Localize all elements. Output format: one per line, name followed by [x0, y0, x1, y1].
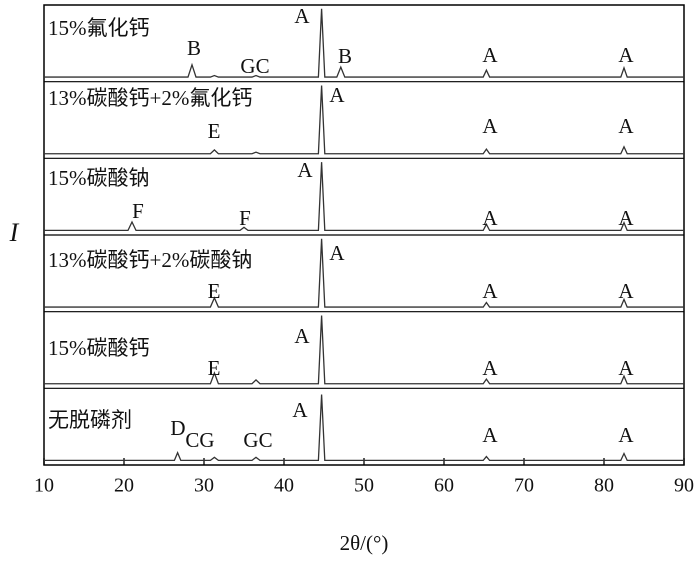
- peak-label: B: [187, 36, 201, 60]
- x-tick-label: 20: [114, 475, 134, 497]
- peak-label: CG: [185, 428, 214, 452]
- peak-label: A: [618, 279, 634, 303]
- xrd-line: [44, 394, 684, 462]
- xrd-line: [44, 85, 684, 155]
- peak-label: E: [208, 279, 221, 303]
- x-tick-label: 70: [514, 475, 534, 497]
- y-axis-label: I: [9, 218, 20, 247]
- peak-label: A: [618, 114, 634, 138]
- series-label: 15%碳酸钙: [48, 336, 150, 360]
- peak-label: A: [482, 206, 498, 230]
- series-label: 15%碳酸钠: [48, 166, 150, 190]
- peak-label: E: [208, 356, 221, 380]
- peak-label: A: [618, 423, 634, 447]
- peak-label: F: [239, 206, 251, 230]
- peak-label: A: [329, 241, 345, 265]
- peak-label: A: [482, 423, 498, 447]
- peak-label: E: [208, 119, 221, 143]
- x-tick-label: 50: [354, 475, 374, 497]
- peak-label: A: [329, 83, 345, 107]
- x-tick-label: 40: [274, 475, 294, 497]
- x-tick-label: 60: [434, 475, 454, 497]
- peak-label: A: [297, 158, 313, 182]
- x-tick-label: 80: [594, 475, 614, 497]
- peak-label: GC: [243, 428, 272, 452]
- x-tick-label: 10: [34, 475, 54, 497]
- peak-label: A: [618, 206, 634, 230]
- peak-label: F: [132, 199, 144, 223]
- peak-label: A: [292, 398, 308, 422]
- peak-label: A: [294, 4, 310, 28]
- peak-label: A: [482, 356, 498, 380]
- x-tick-label: 90: [674, 475, 694, 497]
- xrd-line: [44, 162, 684, 232]
- peak-label: A: [482, 279, 498, 303]
- peak-label: B: [338, 44, 352, 68]
- xrd-line: [44, 238, 684, 308]
- series-label: 无脱磷剂: [48, 408, 132, 432]
- peak-label: D: [170, 416, 185, 440]
- xrd-line: [44, 8, 684, 78]
- xrd-line: [44, 315, 684, 385]
- peak-label: A: [618, 43, 634, 67]
- x-axis-label: 2θ/(°): [340, 531, 389, 555]
- series-label: 13%碳酸钙+2%碳酸钠: [48, 248, 252, 272]
- peak-label: A: [482, 114, 498, 138]
- series-label: 13%碳酸钙+2%氟化钙: [48, 86, 252, 110]
- peak-label: A: [482, 43, 498, 67]
- x-tick-label: 30: [194, 475, 214, 497]
- peak-label: A: [294, 324, 310, 348]
- peak-label: A: [618, 356, 634, 380]
- series-label: 15%氟化钙: [48, 16, 150, 40]
- peak-label: GC: [240, 54, 269, 78]
